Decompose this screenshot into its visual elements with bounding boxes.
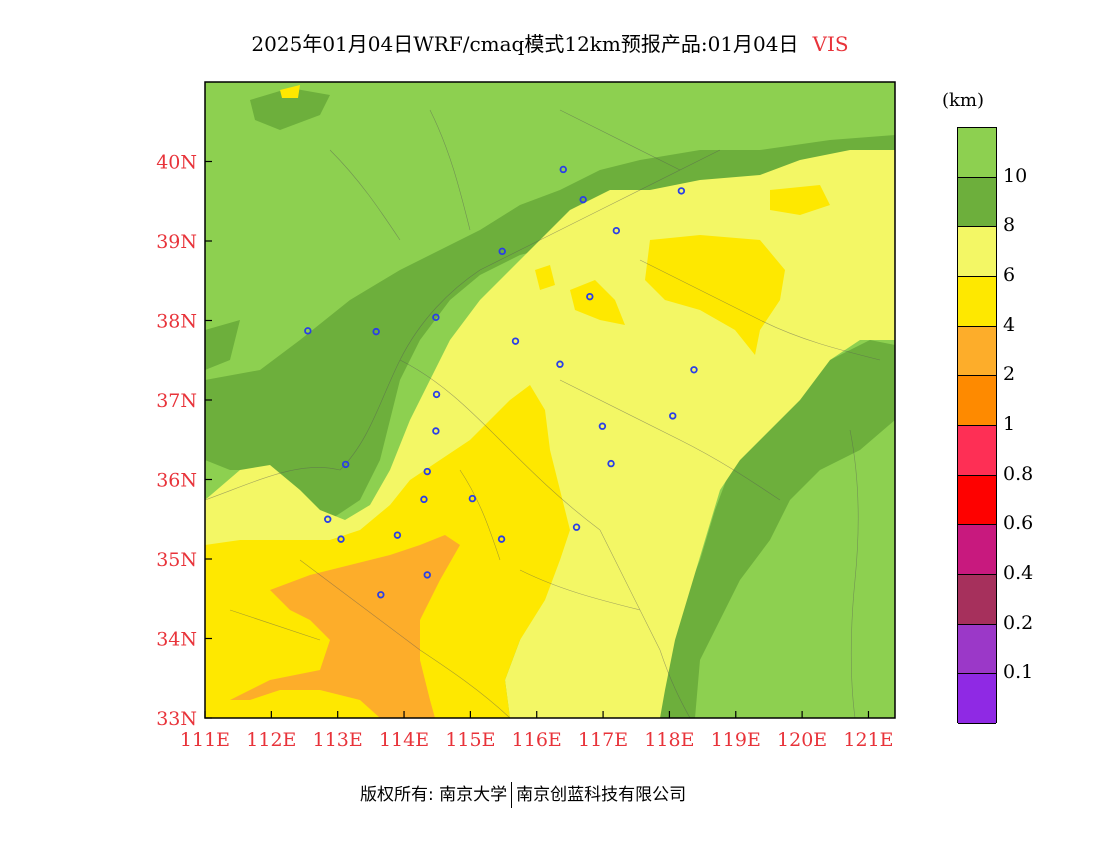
city-marker [432, 313, 440, 322]
city-marker [432, 427, 440, 435]
footer-right: 南京创蓝科技有限公司 [516, 785, 687, 805]
legend-unit: (km) [942, 90, 985, 111]
legend-segment [958, 426, 996, 476]
legend-segment [958, 177, 996, 228]
lon-tick-label: 113E [313, 729, 363, 751]
legend-label: 0.4 [1003, 562, 1034, 584]
copyright-footer: 版权所有: 南京大学 南京创蓝科技有限公司 [360, 780, 686, 808]
legend-label: 0.2 [1003, 611, 1034, 634]
city-marker [372, 327, 380, 336]
lon-tick-label: 112E [246, 729, 296, 751]
city-marker [324, 515, 332, 523]
legend-segment [958, 277, 996, 327]
legend-segment [958, 475, 996, 526]
city-marker [690, 366, 698, 374]
title-variable: VIS [812, 32, 849, 56]
city-marker [498, 247, 506, 256]
city-marker [572, 523, 581, 531]
city-marker [598, 422, 607, 430]
legend-segment [958, 525, 996, 575]
footer-separator [511, 782, 513, 808]
lat-tick-label: 37N [156, 390, 197, 412]
field-vis-2-4 [230, 535, 460, 718]
lat-tick-label: 40N [156, 152, 197, 174]
city-marker [586, 292, 594, 301]
legend-segment [958, 227, 996, 277]
city-marker [556, 360, 564, 368]
field-vis-4-6 [205, 85, 830, 718]
city-marker [497, 535, 506, 543]
lon-tick-label: 116E [512, 729, 562, 751]
legend-colorbar [957, 127, 997, 724]
city-markers [304, 165, 698, 599]
city-marker [468, 494, 477, 503]
lat-tick-label: 39N [156, 231, 197, 253]
map-field [205, 82, 895, 718]
province-boundaries [205, 109, 881, 718]
footer-left: 版权所有: 南京大学 [360, 785, 508, 805]
city-marker [420, 495, 428, 504]
city-marker [393, 531, 402, 539]
field-vis-8-10 [205, 88, 895, 718]
lon-tick-label: 114E [379, 729, 429, 751]
legend-segment [958, 624, 996, 675]
legend-label: 2 [1003, 363, 1016, 386]
legend-label: 0.6 [1003, 512, 1034, 535]
legend-segment [958, 575, 996, 625]
lat-tick-label: 33N [156, 708, 197, 730]
legend-label: 4 [1003, 313, 1016, 336]
legend-label: 8 [1003, 214, 1016, 237]
lat-tick-label: 35N [156, 549, 197, 571]
lon-tick-label: 119E [711, 729, 761, 751]
lon-tick-label: 118E [644, 729, 694, 751]
lon-tick-label: 121E [843, 729, 893, 751]
legend-label: 0.8 [1003, 462, 1034, 485]
legend-label: 10 [1003, 164, 1028, 187]
city-marker [669, 412, 677, 420]
legend-segment [958, 128, 996, 178]
city-marker [304, 327, 312, 335]
legend-label: 6 [1003, 264, 1016, 286]
legend-label: 1 [1003, 413, 1016, 435]
legend-segment [958, 376, 996, 426]
city-marker [612, 226, 621, 235]
lon-tick-label: 117E [578, 729, 628, 751]
lat-tick-label: 34N [156, 629, 197, 651]
city-marker [607, 459, 615, 468]
lon-tick-label: 115E [445, 729, 495, 751]
legend-label: 0.1 [1003, 661, 1034, 684]
legend-segment [958, 674, 996, 724]
legend-segment [958, 326, 996, 377]
title-main: 2025年01月04日WRF/cmaq模式12km预报产品:01月04日 [251, 32, 799, 56]
map-axes: 111E 112E 113E 114E 115E 116E 117E 118E 119E 120E… [156, 152, 893, 752]
map-title: 2025年01月04日WRF/cmaq模式12km预报产品:01月04日 VIS [0, 28, 1100, 57]
city-marker [579, 195, 587, 204]
city-marker [423, 467, 431, 476]
city-marker [341, 460, 350, 469]
city-marker [559, 165, 567, 174]
lat-tick-label: 38N [156, 311, 197, 333]
city-marker [677, 187, 686, 195]
city-marker [337, 535, 345, 543]
city-marker [511, 337, 520, 345]
lon-tick-label: 120E [777, 729, 827, 751]
city-marker [377, 591, 385, 599]
lon-tick-label: 111E [180, 729, 230, 751]
city-marker [432, 390, 441, 399]
city-marker [423, 571, 431, 579]
lat-tick-label: 36N [156, 470, 197, 492]
